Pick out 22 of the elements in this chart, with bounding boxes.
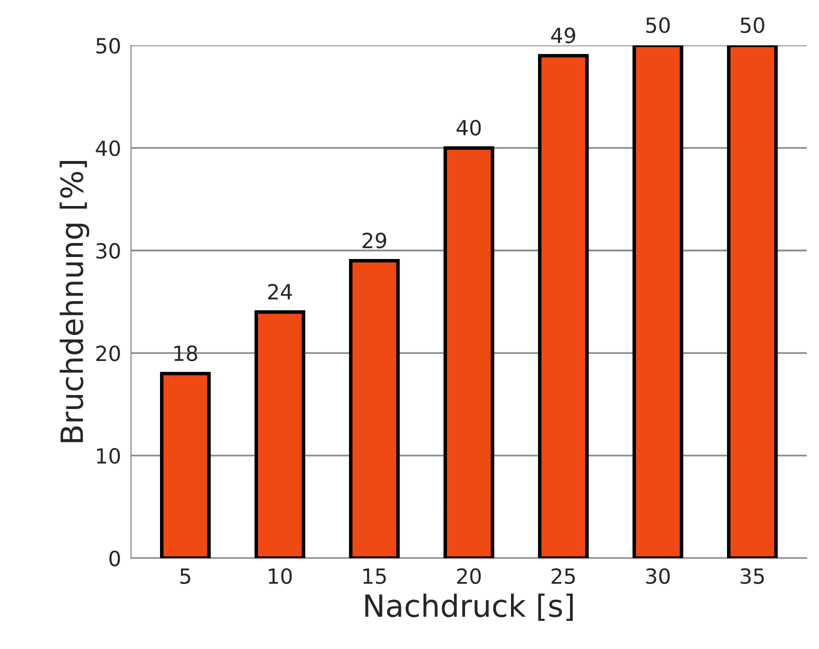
- x-tick-label: 5: [180, 568, 190, 584]
- y-tick-label: 30: [96, 242, 120, 259]
- x-tick-label: 15: [363, 568, 386, 584]
- x-axis-title: Nachdruck [s]: [365, 594, 573, 621]
- y-tick-label: 40: [96, 140, 120, 156]
- data-label: 29: [362, 232, 386, 248]
- x-tick-label: 20: [457, 568, 481, 584]
- x-tick-label: 10: [268, 568, 292, 584]
- y-axis-title: Bruchdehnung [%]: [60, 161, 90, 442]
- x-tick-label: 30: [646, 568, 670, 584]
- data-label: 49: [551, 28, 576, 44]
- y-tick-label: 10: [97, 448, 120, 464]
- data-label: 24: [268, 284, 292, 300]
- data-label: 40: [456, 120, 481, 136]
- data-label: 50: [646, 17, 670, 34]
- x-tick-label: 25: [552, 568, 575, 584]
- y-tick-label: 0: [109, 550, 120, 566]
- y-tick-label: 20: [96, 346, 120, 362]
- y-tick-label: 50: [96, 38, 120, 54]
- data-label: 18: [174, 345, 198, 362]
- x-tick-label: 35: [740, 568, 764, 584]
- data-label: 50: [740, 17, 764, 34]
